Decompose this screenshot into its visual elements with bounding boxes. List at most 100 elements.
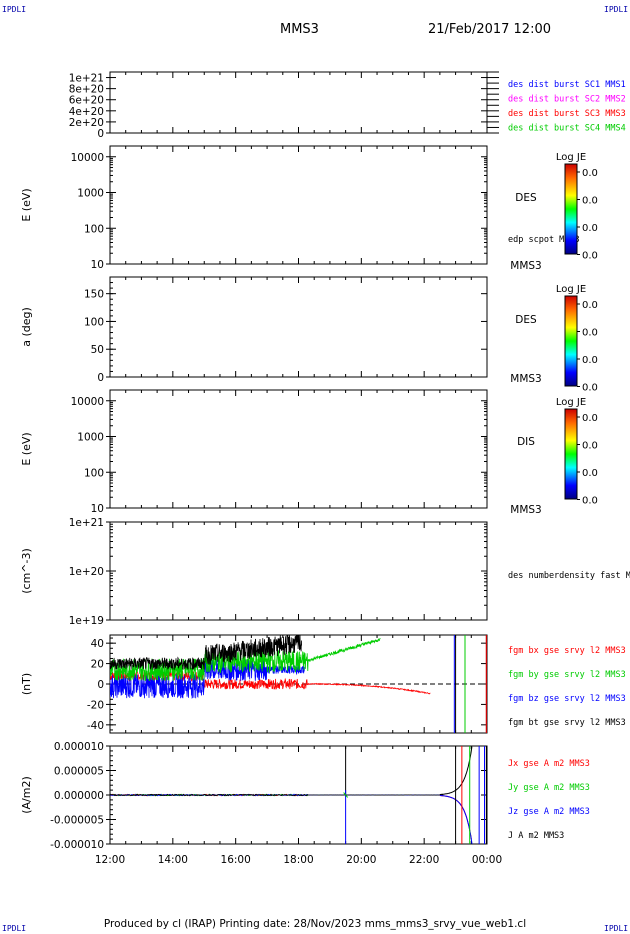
panel-0-ytick-label: 6e+20 [69, 95, 104, 107]
panel-0-legend-1: des dist burst SC2 MMS2 [508, 95, 626, 105]
current-spike-green [343, 792, 349, 798]
plot-datetime: 21/Feb/2017 12:00 [428, 22, 551, 37]
current-curve-blue [439, 795, 473, 844]
panel-5-traces [110, 635, 487, 733]
panel-2-ytick-label: 50 [91, 344, 104, 356]
panel-5-legend-1: fgm by gse srvy l2 MMS3 [508, 670, 626, 680]
panel-4-frame [109, 521, 488, 621]
panel-2-ytick-label: 100 [84, 316, 104, 328]
panel-1-frame [109, 145, 488, 265]
panel-0-ytick-label: 2e+20 [69, 117, 104, 129]
panel-6-ytick-label: 0.000005 [54, 766, 104, 778]
panel-1-ytick-label: 10000 [71, 152, 104, 164]
panel-4-ytick-label: 1e+20 [69, 566, 104, 578]
panel-2-frame [109, 276, 488, 378]
panel-5-ytick-label: 40 [91, 638, 104, 650]
panel-1-colorbar-title: Log JE [556, 152, 586, 163]
x-tick-label: 16:00 [221, 854, 251, 866]
panel-0-ytick-label: 1e+21 [69, 73, 104, 85]
panel-4-ytick-label: 1e+21 [69, 517, 104, 529]
panel-1-ytick-label: 10 [91, 259, 104, 271]
panel-3-colorbar-ticklabel: 0.0 [582, 441, 598, 452]
panel-3-ytick-label: 1000 [77, 432, 104, 444]
panel-0-legend-0: des dist burst SC1 MMS1 [508, 80, 626, 90]
panel-5-ytick-label: 20 [91, 659, 104, 671]
corner-label-top-left: IPDLI [2, 5, 27, 14]
panel-3-ylabel: E (eV) [20, 432, 33, 465]
panel-4-ylabel: (cm^-3) [20, 548, 33, 594]
panel-1-ytick-label: 1000 [77, 188, 104, 200]
panel-2-colorbar-ticklabel: 0.0 [582, 355, 598, 366]
plot-title: MMS3 [280, 22, 319, 37]
panel-3-label: DIS [517, 436, 535, 448]
panel-1-colorbar [564, 163, 578, 255]
panel-1-label: DES [515, 192, 537, 204]
panel-5-ytick-label: 0 [97, 679, 104, 691]
panel-4-ytick-label: 1e+19 [69, 615, 104, 627]
fgm-bt-trace [110, 635, 302, 671]
panel-3-ytick-label: 10 [91, 503, 104, 515]
corner-label-top-right: IPDLI [604, 5, 629, 14]
panel-1-colorbar-ticklabel: 0.0 [582, 251, 598, 262]
panel-6-ytick-label: 0.000000 [54, 790, 104, 802]
panel-3-colorbar [564, 408, 578, 500]
panel-3-sublabel: MMS3 [510, 504, 541, 516]
x-tick-label: 12:00 [95, 854, 125, 866]
panel-2-colorbar-ticklabel: 0.0 [582, 383, 598, 394]
panel-5-legend-2: fgm bz gse srvy l2 MMS3 [508, 694, 626, 704]
panel-2-ytick-label: 0 [97, 372, 104, 384]
panel-3-colorbar-title: Log JE [556, 397, 586, 408]
panel-0-frame [109, 71, 488, 134]
current-trace-3 [110, 793, 444, 797]
panel-2-colorbar-ticklabel: 0.0 [582, 328, 598, 339]
panel-3-ytick-label: 10000 [71, 396, 104, 408]
panel-6-legend-1: Jy gse A m2 MMS3 [508, 783, 590, 793]
x-tick-label: 20:00 [346, 854, 376, 866]
panel-1-sublabel: MMS3 [510, 260, 541, 272]
x-tick-label: 00:00 [472, 854, 502, 866]
panel-3-colorbar-ticklabel: 0.0 [582, 468, 598, 479]
panel-6-ytick-label: -0.000005 [50, 815, 104, 827]
panel-6-ylabel: (A/m2) [20, 776, 33, 814]
panel-6-ytick-label: -0.000010 [50, 839, 104, 851]
corner-label-bottom-left: IPDLI [2, 924, 27, 933]
panel-5-ylabel: (nT) [20, 673, 33, 695]
panel-2-sublabel: MMS3 [510, 373, 541, 385]
panel-1-colorbar-ticklabel: 0.0 [582, 196, 598, 207]
panel-6-traces [110, 746, 487, 844]
panel-6-legend-0: Jx gse A m2 MMS3 [508, 759, 590, 769]
corner-label-bottom-right: IPDLI [604, 924, 629, 933]
panel-2-ytick-label: 150 [84, 289, 104, 301]
panel-3-frame [109, 389, 488, 509]
panel-5-legend-0: fgm bx gse srvy l2 MMS3 [508, 646, 626, 656]
panel-5-legend-3: fgm bt gse srvy l2 MMS3 [508, 718, 626, 728]
panel-0-legend-3: des dist burst SC4 MMS4 [508, 124, 626, 134]
panel-3-colorbar-ticklabel: 0.0 [582, 496, 598, 507]
x-tick-label: 22:00 [409, 854, 439, 866]
panel-3-colorbar-ticklabel: 0.0 [582, 413, 598, 424]
panel-0-legend-2: des dist burst SC3 MMS3 [508, 109, 626, 119]
panel-6-ytick-label: 0.000010 [54, 741, 104, 753]
panel-0-ytick-label: 0 [97, 128, 104, 140]
x-tick-label: 14:00 [158, 854, 188, 866]
panel-0-ytick-label: 4e+20 [69, 106, 104, 118]
x-tick-label: 18:00 [283, 854, 313, 866]
panel-2-label: DES [515, 314, 537, 326]
panel-1-colorbar-ticklabel: 0.0 [582, 223, 598, 234]
panel-5-ytick-label: -20 [87, 699, 104, 711]
footer-text: Produced by cl (IRAP) Printing date: 28/… [103, 918, 527, 930]
panel-4-legend-0: des numberdensity fast M [508, 571, 630, 581]
fgm-spike-red [485, 635, 487, 733]
panel-5-ytick-label: -40 [87, 720, 104, 732]
panel-2-colorbar [564, 295, 578, 387]
panel-0-ytick-label: 8e+20 [69, 84, 104, 96]
panel-2-ylabel: a (deg) [20, 307, 33, 347]
panel-6-legend-3: J A m2 MMS3 [508, 831, 564, 841]
panel-1-ylabel: E (eV) [20, 188, 33, 221]
panel-3-ytick-label: 100 [84, 467, 104, 479]
panel-6-legend-2: Jz gse A m2 MMS3 [508, 807, 590, 817]
panel-1-overlay-label: edp scpot MMS3 [508, 235, 580, 245]
panel-2-colorbar-title: Log JE [556, 284, 586, 295]
panel-2-colorbar-ticklabel: 0.0 [582, 300, 598, 311]
